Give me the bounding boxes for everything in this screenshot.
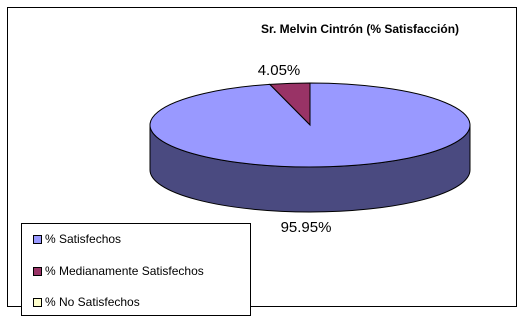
legend-swatch-medianamente-satisfechos xyxy=(33,266,42,276)
data-label-medianamente-satisfechos: 4.05% xyxy=(258,62,301,79)
data-label-satisfechos: 95.95% xyxy=(281,219,332,236)
chart-frame xyxy=(7,7,517,307)
legend-label-satisfechos: % Satisfechos xyxy=(45,232,122,246)
legend-item-medianamente-satisfechos: % Medianamente Satisfechos xyxy=(33,263,204,279)
legend-label-no-satisfechos: % No Satisfechos xyxy=(45,295,140,309)
legend-label-medianamente-satisfechos: % Medianamente Satisfechos xyxy=(45,264,204,278)
legend: % Satisfechos % Medianamente Satisfechos… xyxy=(21,223,251,316)
legend-item-satisfechos: % Satisfechos xyxy=(33,231,121,247)
legend-swatch-no-satisfechos xyxy=(33,297,42,307)
chart-title: Sr. Melvin Cintrón (% Satisfacción) xyxy=(261,22,460,36)
legend-swatch-satisfechos xyxy=(33,234,42,244)
legend-item-no-satisfechos: % No Satisfechos xyxy=(33,294,140,310)
pie-slice-0 xyxy=(149,82,471,168)
